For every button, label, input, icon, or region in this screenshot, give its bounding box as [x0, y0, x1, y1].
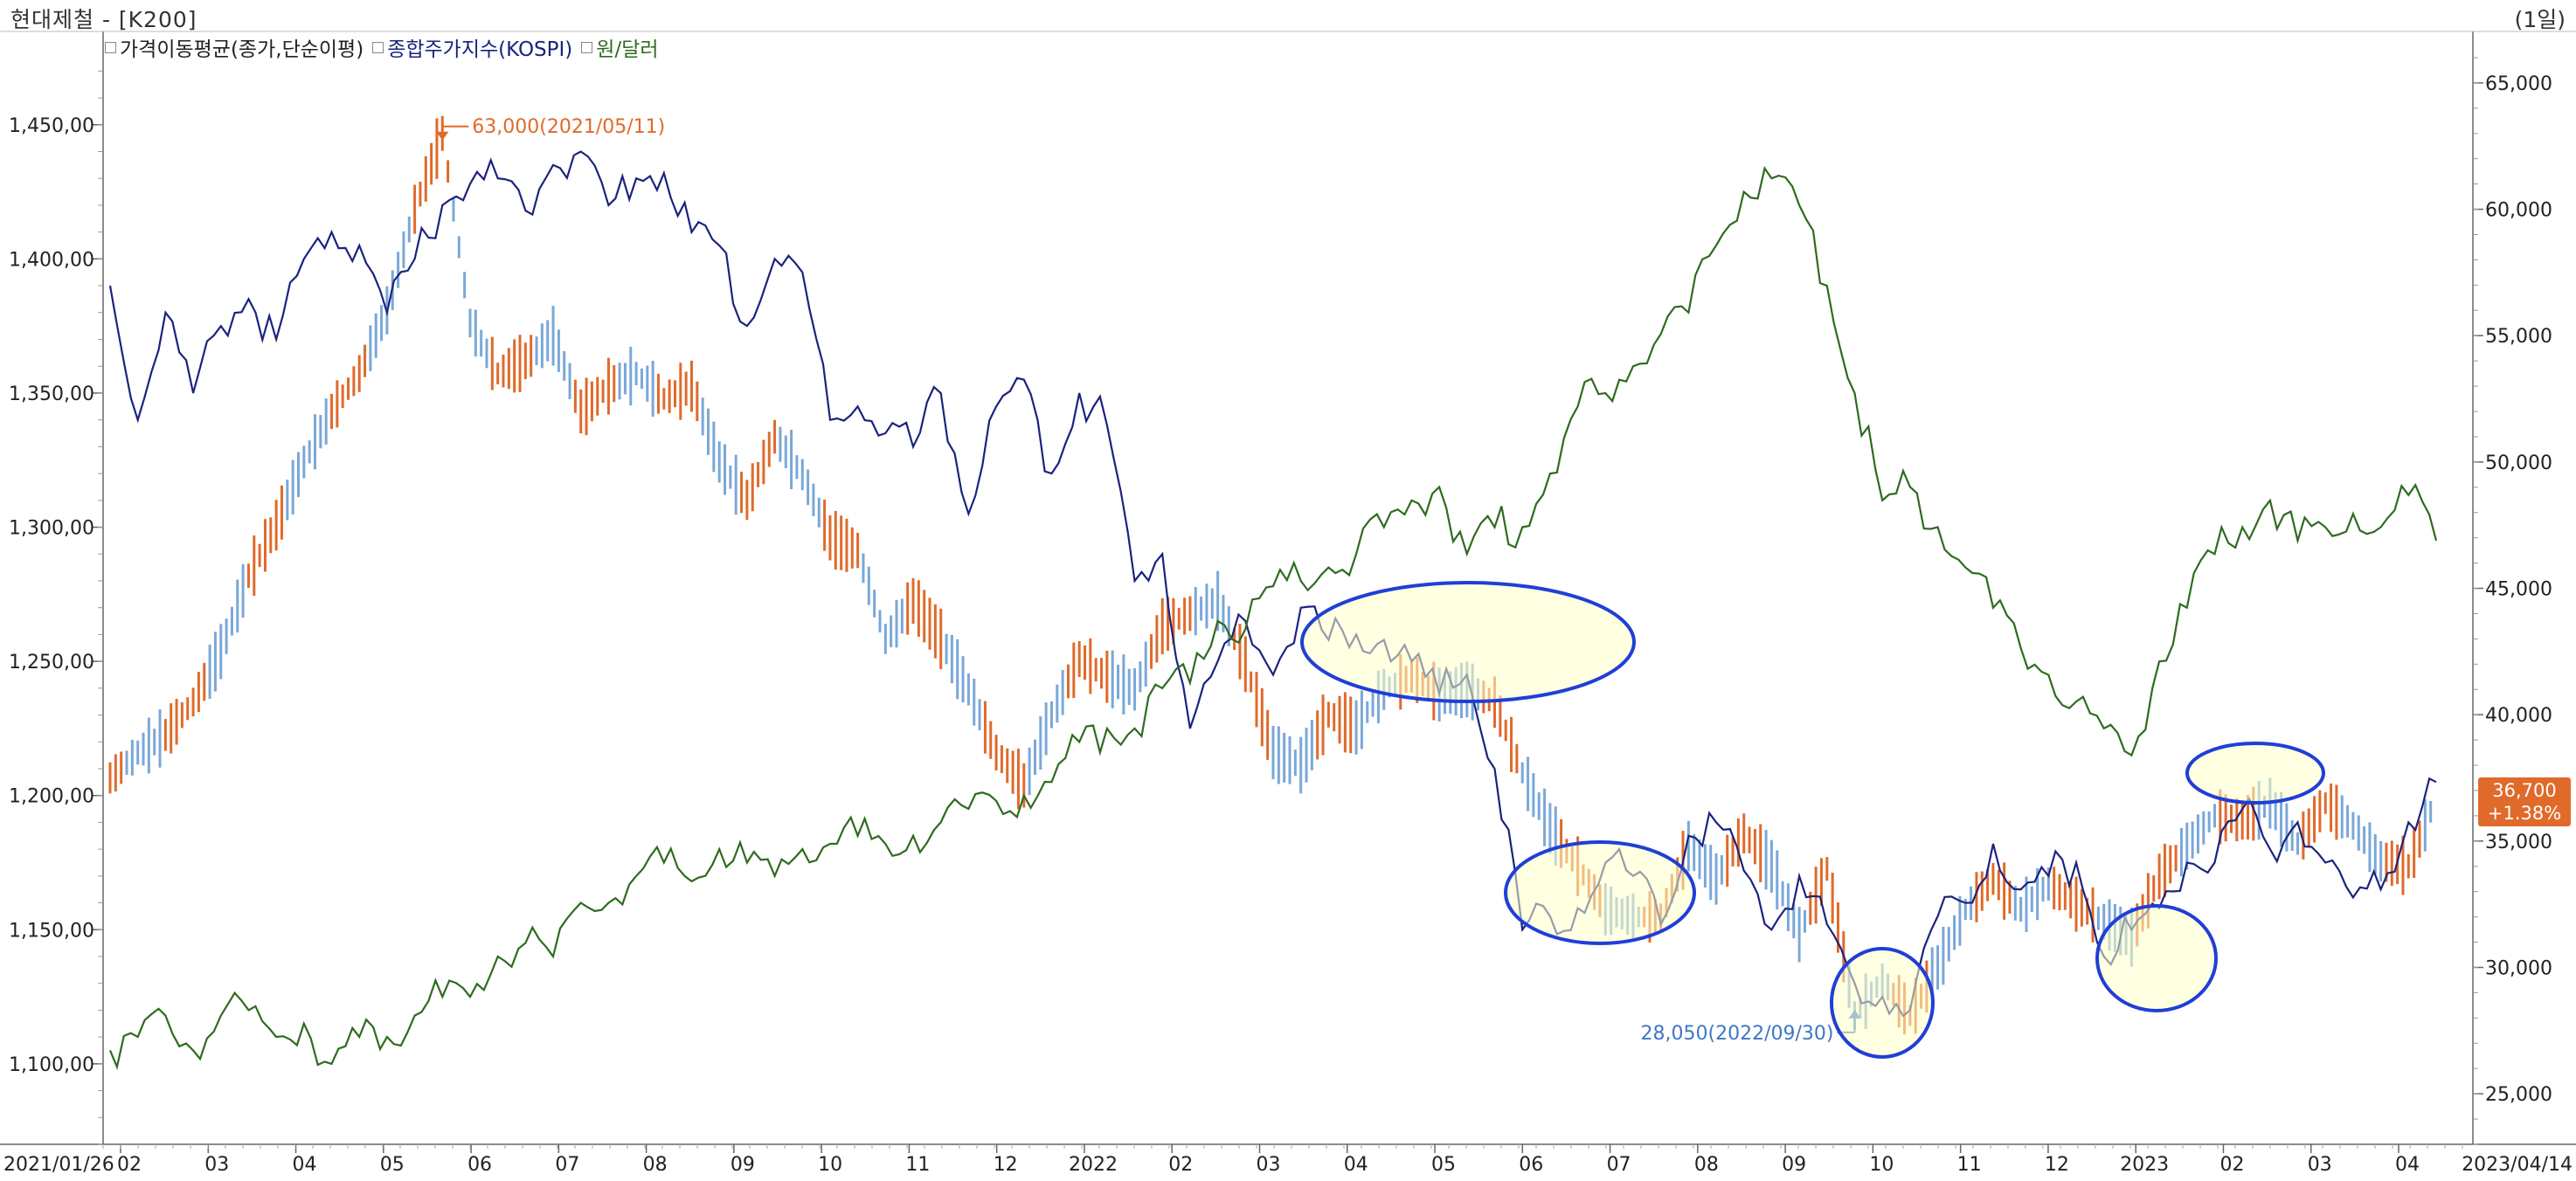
- left-tick-label: 1,400,00: [9, 249, 94, 271]
- highlight-ellipse: [1830, 947, 1935, 1059]
- usd-krw-line: [108, 166, 2438, 1071]
- legend-item[interactable]: 종합주가지수(KOSPI): [372, 33, 572, 61]
- legend-checkbox-icon[interactable]: [372, 41, 384, 53]
- right-tick-label: 60,000: [2485, 200, 2552, 222]
- left-tick-label: 1,200,00: [9, 786, 94, 808]
- left-tick-label: 1,350,00: [9, 383, 94, 405]
- highlight-ellipse: [2185, 742, 2325, 805]
- x-tick-label: 08: [643, 1154, 668, 1176]
- period-label[interactable]: (1일): [2514, 7, 2566, 32]
- left-tick-label: 1,300,00: [9, 518, 94, 540]
- last-change: +1.38%: [2488, 803, 2561, 824]
- x-tick-label: 04: [2395, 1154, 2420, 1176]
- x-tick-label: 05: [380, 1154, 405, 1176]
- right-tick-label: 35,000: [2485, 832, 2552, 853]
- right-tick-label: 40,000: [2485, 705, 2552, 727]
- legend: 가격이동평균(종가,단순이평) 종합주가지수(KOSPI) 원/달러: [105, 33, 659, 61]
- right-tick-label: 45,000: [2485, 579, 2552, 601]
- highlight-ellipse: [2095, 904, 2218, 1012]
- last-price-badge: [2478, 777, 2571, 826]
- x-tick-label: 09: [731, 1154, 755, 1176]
- legend-checkbox-icon[interactable]: [105, 41, 116, 53]
- legend-item[interactable]: 가격이동평균(종가,단순이평): [105, 33, 364, 61]
- legend-item[interactable]: 원/달러: [581, 33, 659, 61]
- x-tick-label: 02: [1168, 1154, 1193, 1176]
- x-tick-label: 2023: [2120, 1154, 2169, 1176]
- x-tick-label: 05: [1431, 1154, 1456, 1176]
- left-tick-label: 1,250,00: [9, 652, 94, 673]
- left-tick-label: 1,450,00: [9, 115, 94, 137]
- x-tick-label: 11: [905, 1154, 930, 1176]
- left-tick-label: 1,100,00: [9, 1054, 94, 1076]
- chart-title: 현대제철 - [K200]: [10, 7, 197, 32]
- x-tick-label: 03: [1257, 1154, 1281, 1176]
- x-tick-label: 06: [1519, 1154, 1543, 1176]
- x-tick-label: 10: [1869, 1154, 1894, 1176]
- x-tick-label: 12: [994, 1154, 1018, 1176]
- x-tick-label: 07: [555, 1154, 579, 1176]
- x-tick-label: 07: [1607, 1154, 1631, 1176]
- x-tick-label: 06: [467, 1154, 492, 1176]
- right-tick-label: 25,000: [2485, 1084, 2552, 1106]
- legend-checkbox-icon[interactable]: [581, 41, 593, 53]
- x-tick-label: 12: [2045, 1154, 2069, 1176]
- high-arrow-icon: [436, 131, 449, 141]
- last-price: 36,700: [2492, 780, 2556, 801]
- low-annotation: 28,050(2022/09/30): [1641, 1023, 1834, 1045]
- kospi-line: [108, 150, 2437, 1018]
- x-tick-label: 04: [293, 1154, 317, 1176]
- x-end-label: 2023/04/14: [2462, 1154, 2573, 1176]
- x-tick-label: 03: [204, 1154, 229, 1176]
- highlight-ellipse: [1504, 840, 1696, 945]
- x-tick-label: 04: [1344, 1154, 1368, 1176]
- x-tick-label: 02: [117, 1154, 142, 1176]
- x-start-label: 2021/01/26: [3, 1154, 114, 1176]
- right-tick-label: 55,000: [2485, 326, 2552, 348]
- x-tick-label: 2022: [1069, 1154, 1118, 1176]
- left-tick-label: 1,150,00: [9, 920, 94, 942]
- x-tick-label: 08: [1694, 1154, 1719, 1176]
- legend-label: 종합주가지수(KOSPI): [387, 38, 573, 61]
- high-annotation: 63,000(2021/05/11): [472, 116, 665, 138]
- right-tick-label: 65,000: [2485, 73, 2552, 95]
- legend-label: 원/달러: [596, 38, 659, 61]
- right-tick-label: 50,000: [2485, 452, 2552, 474]
- x-tick-label: 03: [2308, 1154, 2332, 1176]
- highlight-ellipse: [1300, 581, 1636, 703]
- legend-label: 가격이동평균(종가,단순이평): [120, 38, 364, 61]
- x-tick-label: 09: [1782, 1154, 1806, 1176]
- x-tick-label: 11: [1957, 1154, 1982, 1176]
- right-tick-label: 30,000: [2485, 957, 2552, 979]
- x-tick-label: 02: [2219, 1154, 2244, 1176]
- x-tick-label: 10: [818, 1154, 842, 1176]
- title-bar: 현대제철 - [K200] (1일): [0, 0, 2576, 32]
